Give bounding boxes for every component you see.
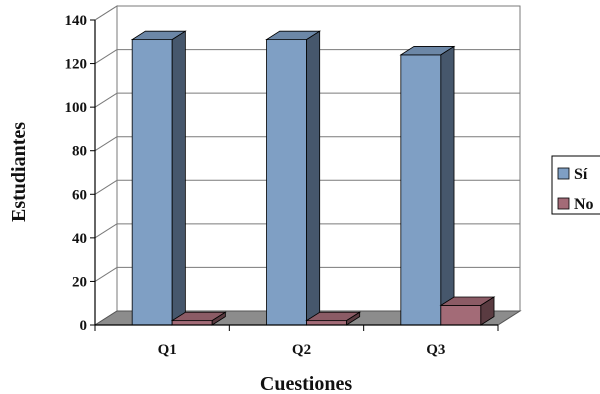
bar-side [440, 45, 455, 326]
y-tick-label: 140 [65, 13, 88, 29]
bar-Q1-no [170, 311, 227, 326]
y-axis: 0 20 40 60 80 100 120 140 [65, 13, 96, 334]
bars [130, 30, 496, 326]
y-tick-label: 0 [80, 318, 88, 334]
x-axis: Q1 Q2 Q3 [94, 324, 499, 358]
bar-Q2-no [305, 311, 362, 326]
bar-side [211, 311, 226, 326]
bar-Q3-si [399, 45, 456, 326]
x-tick-label: Q3 [426, 342, 445, 358]
legend-swatch [557, 167, 570, 180]
gridline-side [94, 179, 118, 195]
bar-side [306, 30, 321, 326]
y-tick-label: 60 [72, 187, 87, 203]
gridline-side [94, 267, 118, 282]
bar-front [266, 39, 307, 326]
y-axis-title: Estudiantes [8, 122, 30, 222]
bar-front [131, 39, 173, 326]
gridline-side [94, 92, 118, 108]
legend-label: Sí [574, 166, 588, 183]
gridline-side [94, 49, 118, 64]
bar-side [480, 296, 495, 326]
side-wall [94, 5, 118, 326]
y-tick-label: 20 [72, 274, 87, 290]
bar-front [306, 320, 347, 326]
gridline-side [94, 136, 118, 152]
bar-side [346, 311, 361, 326]
x-axis-title: Cuestiones [260, 373, 352, 394]
bar-Q3-no [439, 296, 496, 326]
gridline-side [94, 223, 118, 239]
y-tick-label: 40 [72, 231, 87, 247]
legend-label: No [574, 196, 594, 213]
x-tick-label: Q2 [292, 342, 311, 358]
bar-front [400, 54, 442, 326]
bar-front [440, 304, 482, 326]
y-tick-label: 120 [65, 57, 88, 73]
gridline-side [94, 5, 118, 21]
y-tick-label: 80 [72, 144, 87, 160]
bar-side [171, 30, 186, 326]
legend: Sí No [551, 155, 600, 215]
bar-front [171, 320, 213, 326]
y-tick-label: 100 [65, 100, 88, 116]
legend-swatch [557, 197, 570, 210]
bar-Q1-si [130, 30, 187, 326]
x-tick-label: Q1 [158, 342, 177, 358]
bar-Q2-si [265, 30, 322, 326]
